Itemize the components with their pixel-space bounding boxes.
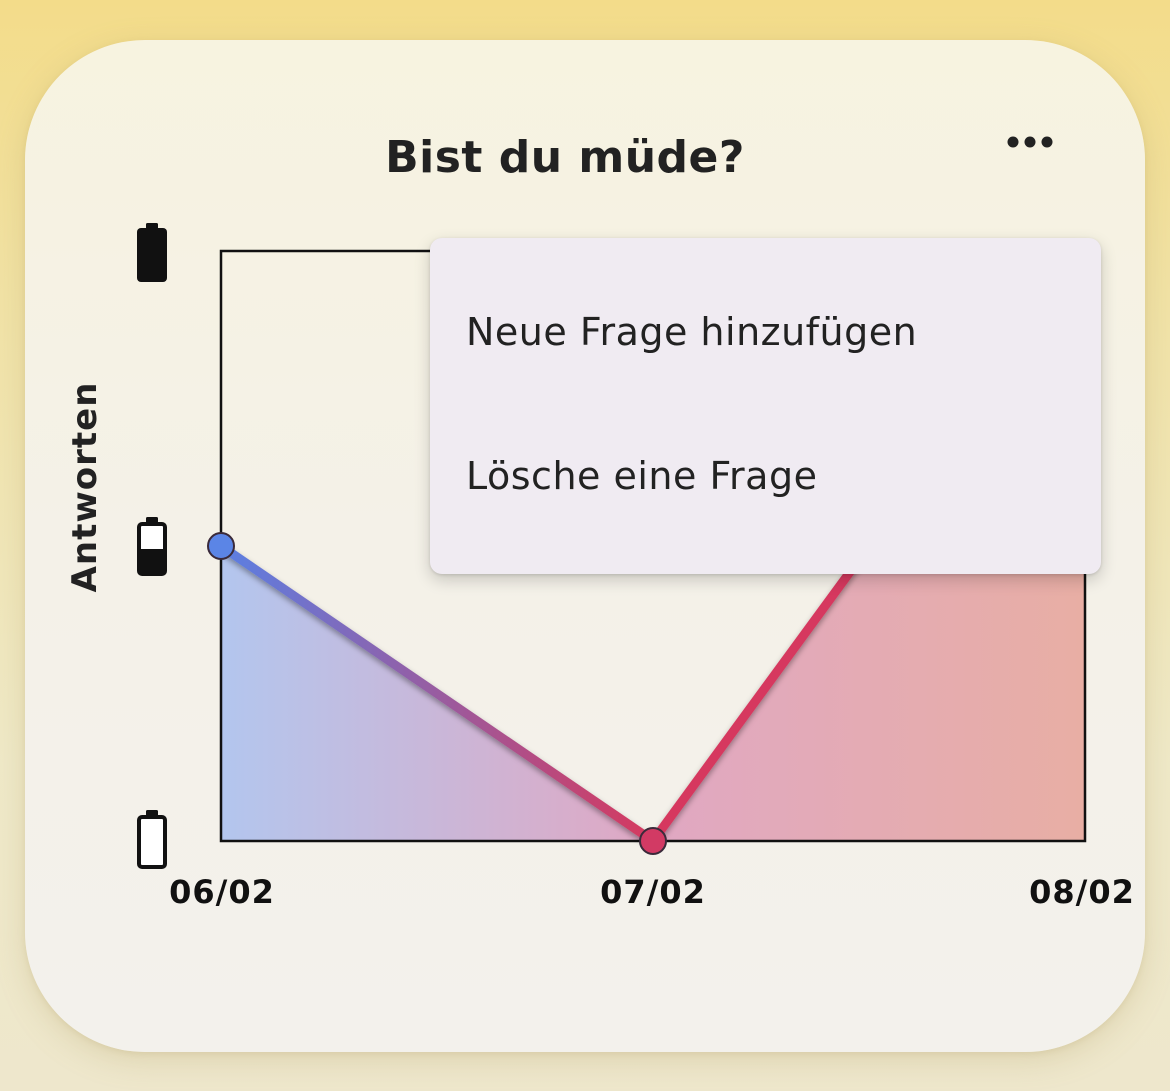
battery-empty-icon [137, 810, 167, 869]
data-point [207, 532, 235, 560]
ellipsis-horizontal-icon [1007, 136, 1053, 148]
add-question-menu-item[interactable]: Neue Frage hinzufügen [466, 310, 918, 354]
battery-half-icon [137, 517, 167, 576]
x-tick-label: 07/02 [600, 873, 706, 911]
delete-question-menu-item[interactable]: Lösche eine Frage [466, 454, 818, 498]
x-tick-label: 08/02 [1029, 873, 1135, 911]
battery-full-icon [137, 223, 167, 282]
x-tick-label: 06/02 [169, 873, 275, 911]
more-options-button[interactable] [998, 120, 1062, 164]
context-menu: Neue Frage hinzufügen Lösche eine Frage [430, 238, 1101, 574]
data-point [639, 827, 667, 855]
chart-title: Bist du müde? [385, 132, 745, 183]
